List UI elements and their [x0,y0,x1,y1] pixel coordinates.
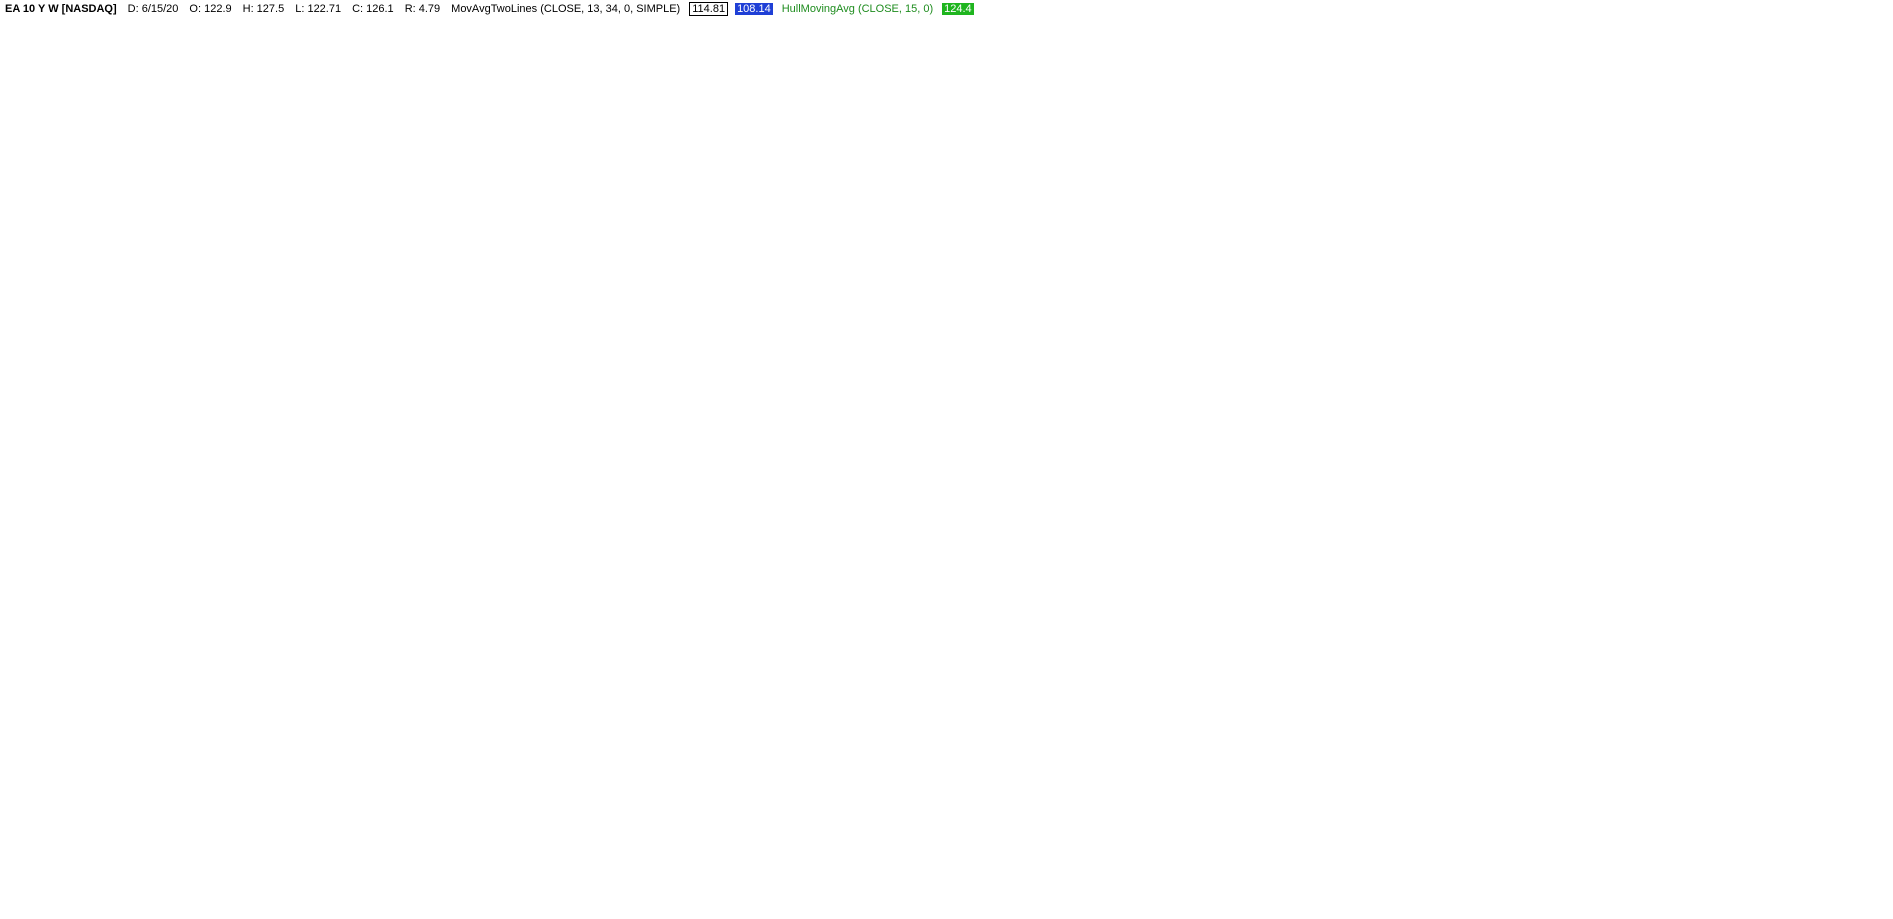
header-item: R: 4.79 [404,2,441,15]
header-item: EA 10 Y W [NASDAQ] [5,2,117,15]
header-item: H: 127.5 [242,2,285,15]
header-item: L: 122.71 [295,2,342,15]
header-item: MovAvgTwoLines (CLOSE, 13, 34, 0, SIMPLE… [451,2,681,15]
header-item: O: 122.9 [189,2,232,15]
header-item: 124.4 [942,2,974,15]
header-item: HullMovingAvg (CLOSE, 15, 0) [781,2,934,15]
header-item: 108.14 [735,2,773,15]
header-item: D: 6/15/20 [127,2,179,15]
header-bar: EA 10 Y W [NASDAQ] D: 6/15/20 O: 122.9 H: 1… [0,0,1893,17]
header-item: C: 126.1 [352,2,394,15]
header-item: 114.81 [689,1,729,16]
